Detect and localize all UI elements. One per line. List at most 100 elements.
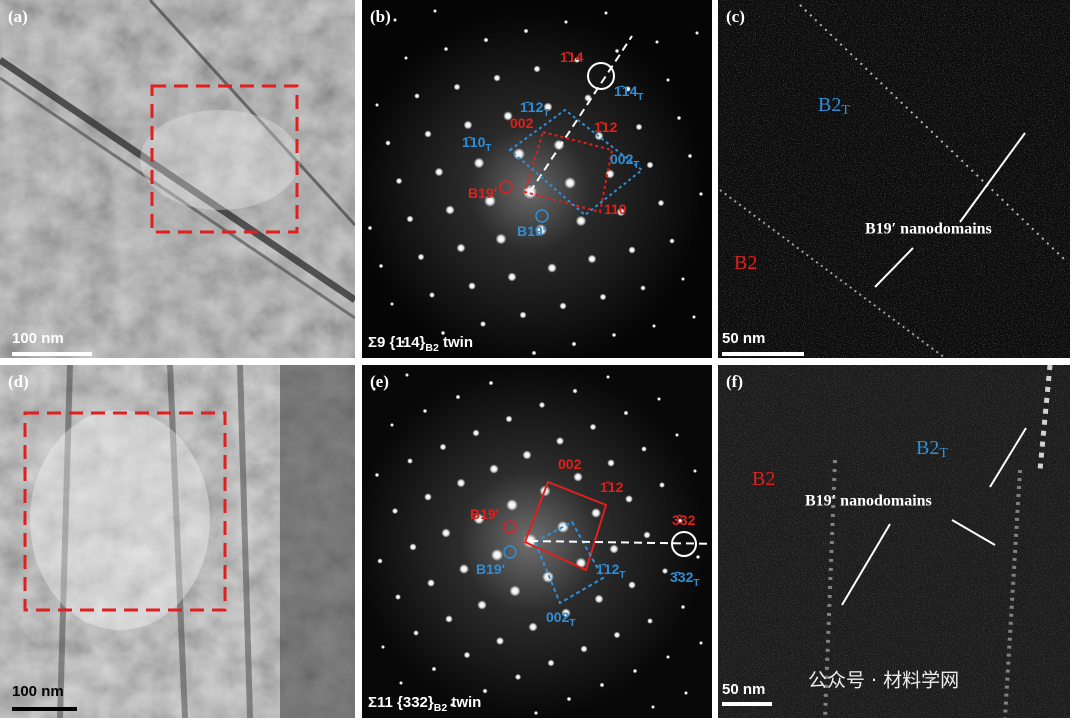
diffraction-spot — [533, 710, 539, 716]
spot-label: 1̄12T — [520, 99, 549, 119]
diffraction-spot — [606, 375, 610, 379]
diffraction-spot — [574, 57, 580, 63]
panel-c-image — [718, 0, 1070, 358]
panel-label: (b) — [370, 7, 391, 26]
caption-main: Σ9 {114} — [368, 334, 426, 351]
diffraction-spot — [652, 324, 656, 328]
diffraction-spot — [573, 472, 583, 482]
diffraction-spot — [535, 224, 547, 236]
caption-post: twin — [439, 334, 473, 351]
diffraction-spot — [395, 177, 403, 185]
spot-label-sub: T — [633, 160, 639, 171]
diffraction-spot — [566, 696, 572, 702]
spot-label-sub: T — [485, 143, 491, 154]
diffraction-spot — [643, 531, 651, 539]
spot-label-main: 002 — [558, 456, 582, 472]
diffraction-spot — [607, 459, 615, 467]
spot-label-main: 002 — [610, 151, 634, 167]
diffraction-spot — [599, 293, 607, 301]
diffraction-spot — [405, 373, 409, 377]
diffraction-spot — [495, 233, 507, 245]
diffraction-spot — [538, 401, 546, 409]
spot-label-main: B19′ — [517, 223, 547, 239]
diffraction-spot — [647, 618, 653, 624]
spot-label-main: B19′ — [470, 506, 500, 522]
phase-label-sub: T — [841, 103, 850, 118]
spot-label-main: 1̄12 — [600, 479, 624, 495]
diffraction-spot — [427, 579, 435, 587]
phase-label-main: B2 — [916, 437, 939, 459]
diffraction-spot — [687, 153, 693, 159]
panel-a-image — [0, 0, 355, 358]
panel-d-image — [0, 365, 355, 718]
diffraction-spot — [407, 458, 413, 464]
spot-label-main: 3̄32 — [672, 512, 696, 528]
spot-label-sub: T — [693, 578, 699, 589]
diffraction-spot — [433, 9, 437, 13]
diffraction-spot — [488, 380, 494, 386]
diffraction-spot — [472, 429, 480, 437]
diffraction-spot — [493, 74, 501, 82]
diffraction-spot — [661, 567, 669, 575]
diffraction-spot — [628, 246, 636, 254]
phase-label-main: B2 — [734, 252, 757, 274]
diffraction-spot — [587, 254, 597, 264]
spot-label: 110 — [604, 201, 627, 217]
spot-label: 1̄10T — [462, 134, 491, 154]
diffraction-spot — [613, 631, 621, 639]
spot-label: 1̄12 — [600, 479, 624, 495]
watermark: 公众号 · 材料学网 — [808, 670, 959, 692]
diffraction-spot — [657, 397, 661, 401]
diffraction-spot — [675, 433, 679, 437]
spot-label: 1̄12 — [594, 119, 618, 135]
diffraction-spot — [589, 423, 597, 431]
diffraction-spot — [385, 140, 391, 146]
scale-bar-label: 100 nm — [12, 330, 64, 347]
diffraction-spot — [414, 93, 420, 99]
diffraction-spot — [456, 243, 466, 253]
diffraction-spot — [563, 19, 569, 25]
diffraction-spot — [641, 446, 647, 452]
diffraction-spot — [390, 423, 394, 427]
diffraction-spot — [684, 691, 688, 695]
diffraction-spot — [463, 120, 473, 130]
diffraction-spot — [681, 277, 685, 281]
panel-label: (f) — [726, 372, 743, 391]
diffraction-spot — [456, 478, 466, 488]
annotation: B19′ nanodomains — [865, 221, 992, 238]
diffraction-spot — [666, 78, 670, 82]
diffraction-spot — [692, 315, 696, 319]
spot-label-main: 1̄12 — [596, 561, 620, 577]
spot-label-main: 1̄12 — [520, 99, 544, 115]
diffraction-spot — [391, 507, 399, 515]
diffraction-spot — [513, 148, 525, 160]
diffraction-spot — [555, 436, 565, 446]
diffraction-spot — [604, 11, 608, 15]
spot-label-main: 002 — [510, 115, 534, 131]
diffraction-spot — [422, 408, 428, 414]
caption-main: Σ11 {332} — [368, 694, 434, 711]
diffraction-spot — [506, 499, 518, 511]
spot-label-main: 1̄14 — [560, 49, 584, 65]
diffraction-spot — [459, 564, 469, 574]
panel-b-image — [362, 0, 712, 358]
annotation: B19′ nanodomains — [805, 493, 932, 510]
diffraction-spot — [594, 594, 604, 604]
spot-label: B19′ — [468, 185, 498, 201]
spot-label: B19′ — [476, 561, 506, 577]
spot-label: 3̄32 — [672, 512, 696, 528]
diffraction-spot — [531, 350, 537, 356]
diffraction-spot — [468, 282, 476, 290]
diffraction-spot — [417, 253, 425, 261]
diffraction-spot — [669, 238, 675, 244]
diffraction-spot — [655, 40, 659, 44]
diffraction-spot — [374, 472, 380, 478]
phase-label: B2 — [734, 252, 757, 274]
spot-label: B19′ — [470, 506, 500, 522]
diffraction-spot — [413, 630, 419, 636]
diffraction-spot — [489, 464, 499, 474]
diffraction-spot — [395, 594, 401, 600]
diffraction-spot — [483, 37, 489, 43]
diffraction-spot — [482, 688, 488, 694]
diffraction-spot — [390, 302, 394, 306]
